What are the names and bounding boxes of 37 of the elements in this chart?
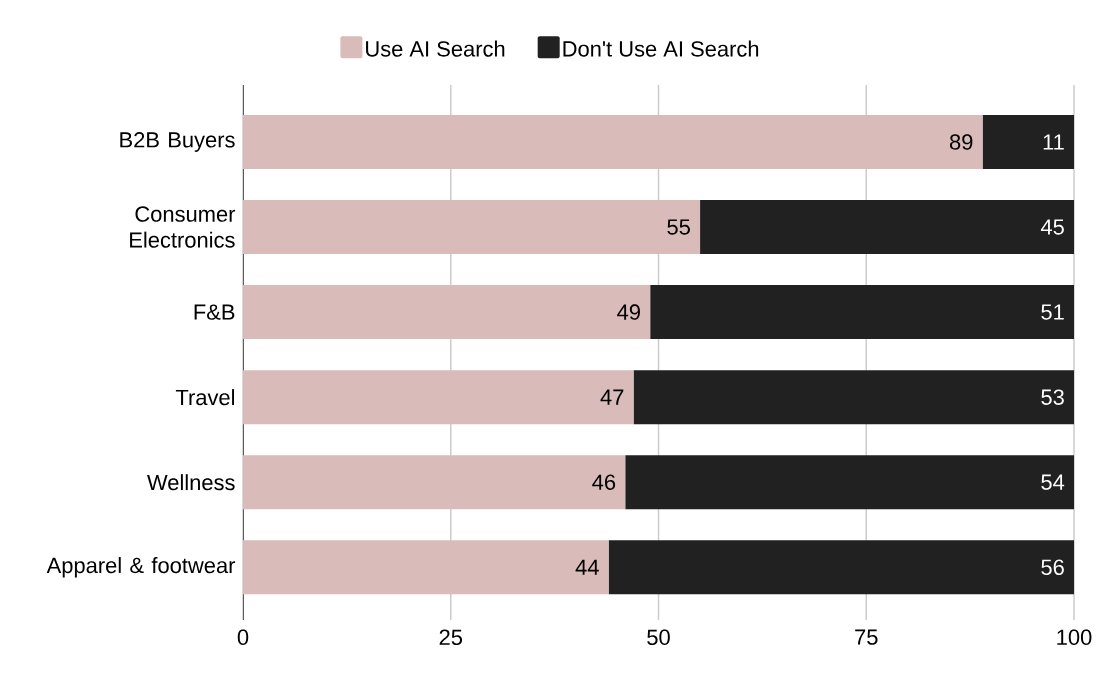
data-label: 44 bbox=[575, 559, 599, 575]
bar bbox=[633, 370, 1075, 425]
data-label: 45 bbox=[1040, 219, 1064, 235]
x-tick-label: 0 bbox=[237, 629, 249, 646]
x-tick-label: 50 bbox=[647, 629, 670, 646]
bar bbox=[650, 285, 1075, 340]
data-label: 89 bbox=[949, 134, 973, 150]
bar bbox=[243, 455, 626, 510]
bar bbox=[243, 540, 609, 595]
y-tick-label: B2B Buyers bbox=[120, 132, 235, 152]
legend-label: Don't Use AI Search bbox=[563, 40, 759, 57]
x-tick-label: 75 bbox=[855, 629, 878, 645]
bar bbox=[982, 114, 1075, 169]
bar bbox=[243, 114, 983, 169]
data-label: 55 bbox=[667, 219, 690, 235]
y-tick-label: F&B bbox=[194, 304, 235, 320]
y-tick-label: Consumer Electronics bbox=[130, 206, 236, 248]
x-tick-label: 25 bbox=[439, 629, 463, 646]
data-label: 47 bbox=[600, 389, 624, 405]
data-label: 11 bbox=[1043, 134, 1064, 150]
data-label: 56 bbox=[1041, 559, 1064, 576]
data-label: 46 bbox=[592, 474, 616, 490]
bar bbox=[243, 200, 701, 255]
bar bbox=[243, 285, 651, 340]
bar bbox=[625, 455, 1075, 510]
bar bbox=[700, 200, 1075, 255]
data-label: 53 bbox=[1041, 389, 1064, 405]
y-tick-label: Travel bbox=[175, 389, 235, 406]
y-tick-label: Apparel & footwear bbox=[46, 557, 236, 578]
data-label: 54 bbox=[1041, 474, 1065, 490]
y-tick-label: Wellness bbox=[147, 474, 235, 491]
legend-label: Use AI Search bbox=[366, 40, 505, 57]
x-tick-label: 100 bbox=[1057, 629, 1092, 646]
bar bbox=[608, 540, 1075, 595]
data-label: 51 bbox=[1041, 304, 1064, 320]
bar bbox=[243, 370, 634, 425]
data-label: 49 bbox=[617, 304, 640, 320]
